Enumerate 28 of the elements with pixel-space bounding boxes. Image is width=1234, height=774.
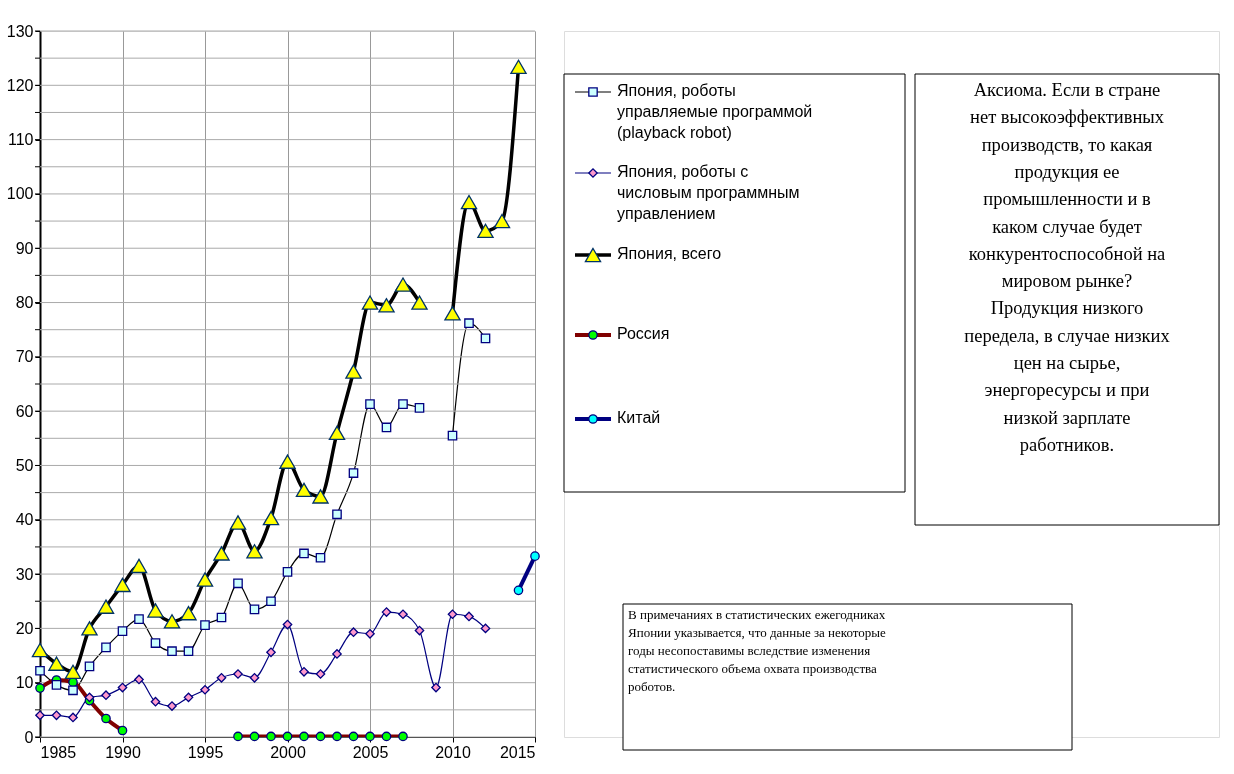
y-tick-label: 90 xyxy=(15,239,34,257)
x-tick-label: 2010 xyxy=(435,743,471,761)
y-tick-label: 80 xyxy=(15,294,34,312)
y-tick-label: 130 xyxy=(6,22,34,40)
y-tick-label: 50 xyxy=(15,456,34,474)
y-tick-label: 0 xyxy=(24,728,34,746)
legend-label: Россия xyxy=(617,325,670,342)
y-tick-label: 120 xyxy=(6,76,34,94)
legend-label: Япония, всего xyxy=(617,245,722,262)
x-tick-label: 2005 xyxy=(352,743,389,761)
legend-label: Китай xyxy=(617,409,661,426)
x-tick-label: 2015 xyxy=(499,743,536,761)
y-tick-label: 100 xyxy=(6,185,34,203)
legend-label: Япония, роботы управляемые программой (playback robot) xyxy=(617,82,813,141)
x-tick-label: 1985 xyxy=(40,743,77,761)
x-tick-label: 1995 xyxy=(187,743,224,761)
y-tick-label: 20 xyxy=(15,619,34,637)
y-tick-label: 60 xyxy=(15,402,34,420)
y-tick-label: 10 xyxy=(15,674,34,692)
x-tick-label: 2000 xyxy=(270,743,306,761)
legend-label: Япония, роботы с числовым программным управлением xyxy=(617,163,800,222)
x-tick-label: 1990 xyxy=(105,743,141,761)
y-tick-label: 30 xyxy=(15,565,34,583)
text: В примечаниях в статистических ежегодниках Японии указывается, что данные за некоторые годы несопоставимы вследствие изменения статистического объема охвата производства роботов. xyxy=(628,607,887,694)
text: Аксиома. Если в стране нет высокоэффективных производств, то какая продукция ее промышленности и в каком случае будет конкурентоспособной на мировом рынке? Продукция низкого передела, в случае низких цен на сырье, энергоресурсы и при низкой зарплате работников. xyxy=(964,80,1170,455)
y-tick-label: 70 xyxy=(15,348,34,366)
y-tick-label: 110 xyxy=(7,131,34,149)
y-tick-label: 40 xyxy=(15,511,34,529)
